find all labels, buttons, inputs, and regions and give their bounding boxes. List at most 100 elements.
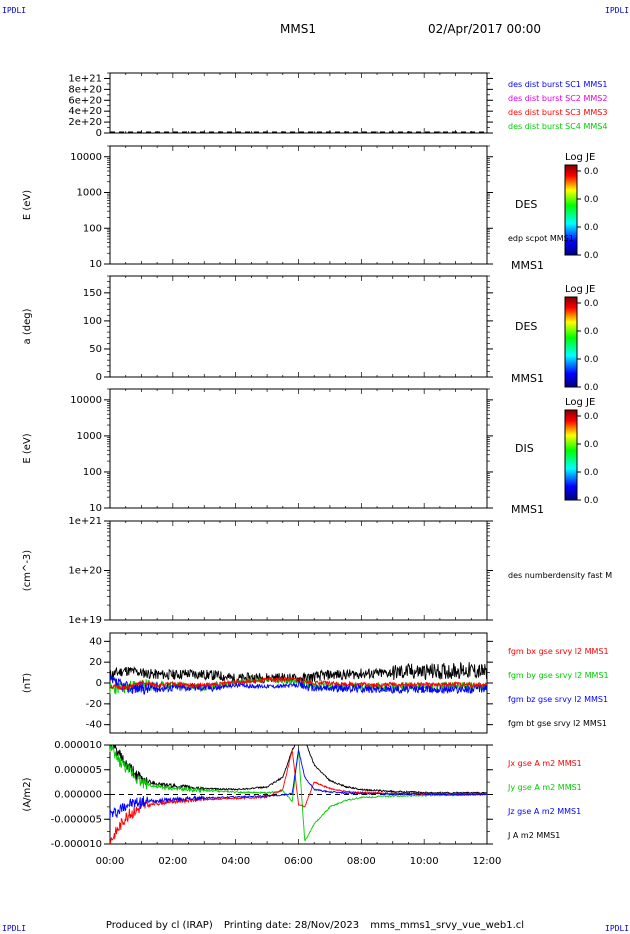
colorbar-title-p3: Log JE — [565, 284, 595, 295]
y-tick-label-p2: 10 — [89, 259, 102, 270]
x-tick-label: 04:00 — [221, 856, 250, 867]
spectrogram-label-p3: DES — [515, 320, 537, 333]
y-tick-label-p4: 1000 — [77, 431, 102, 442]
panel-frame-5 — [109, 520, 488, 621]
y-tick-label-p3: 0 — [96, 372, 102, 383]
panel-frame-3 — [109, 275, 488, 378]
y-tick-label-p1: 6e+20 — [68, 95, 102, 106]
watermark-top-right: IPDLI — [605, 6, 630, 15]
y-tick-label-p7: -0.000005 — [51, 814, 102, 825]
colorbar-tick-label-p4: 0.0 — [584, 440, 599, 450]
y-tick-label-p6: 20 — [89, 657, 102, 668]
y-tick-label-p5: 1e+19 — [68, 615, 102, 626]
spacecraft-label-p4: MMS1 — [511, 503, 544, 516]
series-jx-gse — [109, 750, 488, 845]
y-axis-label-p7: (A/m2) — [22, 777, 33, 811]
legend-entry-des-dist: des dist burst SC4 MMS4 — [508, 122, 607, 131]
colorbar-tick-label-p2: 0.0 — [584, 195, 599, 205]
y-tick-label-p1: 2e+20 — [68, 117, 102, 128]
y-tick-label-p3: 50 — [89, 344, 102, 355]
colorbar-tick-label-p4: 0.0 — [584, 468, 599, 478]
colorbar-tick-label-p3: 0.0 — [584, 383, 599, 393]
y-tick-label-p7: 0.000010 — [54, 740, 102, 751]
footer-file: mms_mms1_srvy_vue_web1.cl — [370, 920, 525, 931]
watermark-bottom-right: IPDLI — [605, 924, 630, 933]
legend-entry-fgm: fgm by gse srvy l2 MMS1 — [508, 671, 609, 680]
legend-entry-current: J A m2 MMS1 — [507, 831, 560, 840]
y-tick-label-p2: 1000 — [77, 188, 102, 199]
colorbar-tick-label-p2: 0.0 — [584, 223, 599, 233]
y-tick-label-p6: -40 — [86, 720, 102, 731]
colorbar-tick-label-p4: 0.0 — [584, 412, 599, 422]
legend-entry-des-dist: des dist burst SC3 MMS3 — [508, 108, 607, 117]
watermark-bottom-left: IPDLI — [2, 924, 27, 933]
y-axis-label-p6: (nT) — [22, 673, 33, 693]
x-tick-label: 10:00 — [410, 856, 439, 867]
series-jz-gse — [109, 748, 488, 820]
y-axis-label-p5: (cm^-3) — [22, 550, 33, 591]
footer: Produced by cl (IRAP) Printing date: 28/… — [0, 920, 630, 931]
colorbar-tick-label-p4: 0.0 — [584, 496, 599, 506]
y-tick-label-p1: 4e+20 — [68, 106, 102, 117]
spacecraft-label-p3: MMS1 — [511, 372, 544, 385]
spacecraft-label-p2: MMS1 — [511, 259, 544, 272]
colorbar-tick-label-p2: 0.0 — [584, 251, 599, 261]
y-axis-label-p4: E (eV) — [22, 433, 33, 463]
panel-frame-1 — [109, 72, 488, 134]
legend-entry-des-dist: des dist burst SC2 MMS2 — [508, 94, 607, 103]
y-tick-label-p1: 8e+20 — [68, 84, 102, 95]
series-fgm-bt — [109, 661, 488, 685]
colorbar-tick-label-p3: 0.0 — [584, 355, 599, 365]
spectrogram-label-p2: DES — [515, 198, 537, 211]
colorbar-p4 — [564, 409, 578, 501]
y-tick-label-p5: 1e+20 — [68, 566, 102, 577]
footer-producer: Produced by cl (IRAP) — [105, 920, 213, 931]
legend-entry-fgm: fgm bx gse srvy l2 MMS1 — [508, 647, 609, 656]
legend-entry-fgm: fgm bt gse srvy l2 MMS1 — [508, 719, 607, 728]
legend-entry-density: des numberdensity fast M — [508, 571, 612, 580]
series-fgm-bz — [109, 675, 488, 695]
y-axis-label-p2: E (eV) — [22, 190, 33, 220]
y-tick-label-p2: 10000 — [70, 152, 102, 163]
legend-entry-fgm: fgm bz gse srvy l2 MMS1 — [508, 695, 608, 704]
y-tick-label-p3: 100 — [83, 316, 102, 327]
watermark-top-left: IPDLI — [2, 6, 27, 15]
scpot-label: edp scpot MMS1 — [508, 234, 574, 243]
panel-frame-2 — [109, 145, 488, 265]
legend-entry-current: Jz gse A m2 MMS1 — [507, 807, 581, 816]
plot-datetime: 02/Apr/2017 00:00 — [428, 22, 542, 36]
x-tick-label: 06:00 — [284, 856, 313, 867]
y-tick-label-p6: 40 — [89, 636, 102, 647]
colorbar-title-p2: Log JE — [565, 152, 595, 163]
x-tick-label: 08:00 — [347, 856, 376, 867]
x-tick-label: 02:00 — [158, 856, 187, 867]
legend-entry-des-dist: des dist burst SC1 MMS1 — [508, 80, 607, 89]
spacecraft-title: MMS1 — [280, 22, 316, 36]
y-tick-label-p6: 0 — [96, 678, 102, 689]
x-tick-label: 00:00 — [96, 856, 125, 867]
colorbar-tick-label-p3: 0.0 — [584, 299, 599, 309]
panel-frame-4 — [109, 388, 488, 509]
colorbar-p3 — [564, 296, 578, 388]
colorbar-p2 — [564, 164, 578, 256]
colorbar-tick-label-p2: 0.0 — [584, 167, 599, 177]
y-tick-label-p6: -20 — [86, 699, 102, 710]
x-tick-label: 12:00 — [473, 856, 502, 867]
y-tick-label-p7: 0.000005 — [54, 765, 102, 776]
footer-printing-date: Printing date: 28/Nov/2023 — [223, 920, 360, 931]
colorbar-title-p4: Log JE — [565, 397, 595, 408]
y-tick-label-p4: 10 — [89, 503, 102, 514]
y-tick-label-p5: 1e+21 — [68, 516, 102, 527]
spectrogram-label-p4: DIS — [515, 442, 534, 455]
y-tick-label-p7: -0.000010 — [51, 839, 102, 850]
y-axis-label-p3: a (deg) — [22, 308, 33, 344]
y-tick-label-p2: 100 — [83, 223, 102, 234]
y-tick-label-p1: 1e+21 — [68, 73, 102, 84]
y-tick-label-p3: 150 — [83, 288, 102, 299]
legend-entry-current: Jy gse A m2 MMS1 — [507, 783, 582, 792]
y-tick-label-p1: 0 — [96, 128, 102, 139]
y-tick-label-p7: 0.000000 — [54, 790, 102, 801]
series-fgm-bx — [109, 675, 488, 691]
colorbar-tick-label-p3: 0.0 — [584, 327, 599, 337]
